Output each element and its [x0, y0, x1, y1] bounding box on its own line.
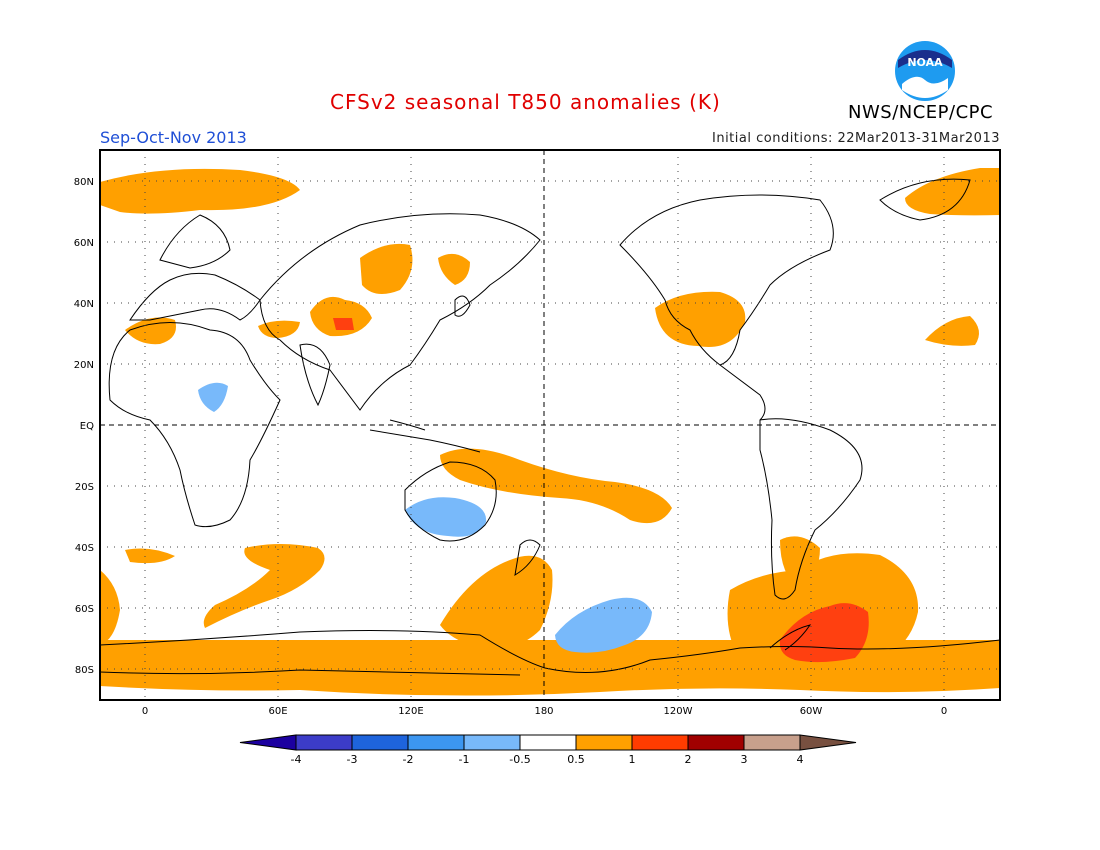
- coastline-south-america: [759, 418, 863, 600]
- coastline-north-america: [619, 194, 834, 366]
- legend-label: -0.5: [509, 753, 530, 766]
- warm-region: [310, 296, 372, 337]
- lon-label: 60E: [268, 706, 287, 717]
- lon-label: 180: [534, 706, 553, 717]
- warm-region: [100, 168, 300, 214]
- lat-label: 60N: [74, 238, 94, 249]
- coastline-scandinavia: [159, 214, 231, 269]
- organization-label: NWS/NCEP/CPC: [848, 102, 994, 123]
- lon-label: 0: [941, 706, 947, 717]
- color-legend: -4 -3 -2 -1 -0.5 0.5 1 2 3 4: [239, 734, 857, 766]
- warm-region: [100, 570, 120, 645]
- cool-region: [405, 497, 487, 537]
- legend-swatch: [351, 734, 409, 751]
- coastline-europe: [129, 272, 261, 321]
- legend-swatch: [463, 734, 521, 751]
- chart-title: CFSv2 seasonal T850 anomalies (K): [330, 90, 721, 114]
- legend-swatch: [575, 734, 633, 751]
- legend-label: -3: [347, 753, 358, 766]
- legend-label: 0.5: [567, 753, 585, 766]
- lat-label: EQ: [80, 421, 94, 432]
- warm-region: [905, 168, 1000, 216]
- coastline-india: [299, 343, 331, 407]
- legend-swatch: [631, 734, 689, 751]
- warm-region: [258, 320, 300, 338]
- warm-region: [125, 317, 176, 345]
- lat-label: 40S: [75, 543, 94, 554]
- lat-label: 80N: [74, 177, 94, 188]
- legend-swatch: [295, 734, 353, 751]
- warm-region: [440, 555, 553, 649]
- season-label: Sep-Oct-Nov 2013: [100, 128, 247, 147]
- legend-label: 4: [797, 753, 804, 766]
- lon-label: 60W: [800, 706, 823, 717]
- legend-label: 1: [629, 753, 636, 766]
- legend-swatch: [799, 734, 857, 751]
- lon-label: 120W: [664, 706, 693, 717]
- map-frame: [99, 149, 1001, 701]
- legend-label: -4: [291, 753, 302, 766]
- legend-swatch: [519, 734, 577, 751]
- warm-spot: [779, 603, 869, 663]
- coastline-antarctic-peninsula: [769, 624, 812, 651]
- legend-label: -2: [403, 753, 414, 766]
- coastline-new-zealand: [514, 539, 541, 576]
- lat-label: 80S: [75, 665, 94, 676]
- legend-label: 2: [685, 753, 692, 766]
- coastlines: [100, 178, 1000, 676]
- cool-region: [198, 382, 228, 412]
- coastline-antarctica: [100, 630, 1000, 676]
- coastline-australia: [404, 461, 497, 542]
- coastline-africa: [108, 322, 281, 528]
- legend-swatch: [687, 734, 745, 751]
- legend-label: -1: [459, 753, 470, 766]
- legend-swatch: [743, 734, 801, 751]
- coastline-japan: [454, 295, 471, 317]
- lat-label: 60S: [75, 604, 94, 615]
- warm-region: [655, 291, 746, 347]
- warm-region: [780, 536, 820, 590]
- initial-conditions-label: Initial conditions: 22Mar2013-31Mar2013: [712, 131, 1000, 146]
- coastline-greenland: [879, 178, 971, 221]
- warm-region: [125, 548, 175, 564]
- warm-region: [203, 544, 325, 628]
- cool-region: [555, 597, 652, 653]
- warm-spot: [333, 318, 354, 330]
- lon-label: 0: [142, 706, 148, 717]
- anomaly-shading: [100, 168, 1000, 696]
- lat-label: 20N: [74, 360, 94, 371]
- noaa-logo: NOAA: [894, 40, 956, 102]
- legend-label: 3: [741, 753, 748, 766]
- legend-swatch: [239, 734, 297, 751]
- logo-text: NOAA: [907, 56, 943, 69]
- lon-label: 120E: [398, 706, 423, 717]
- coastline-asia: [259, 213, 541, 411]
- warm-region: [360, 243, 413, 294]
- legend-swatch: [407, 734, 465, 751]
- graticule: [100, 150, 1000, 700]
- coastline-central-america: [719, 364, 766, 421]
- warm-region: [925, 316, 979, 346]
- lat-label: 20S: [75, 482, 94, 493]
- warm-region: [438, 253, 470, 285]
- lat-label: 40N: [74, 299, 94, 310]
